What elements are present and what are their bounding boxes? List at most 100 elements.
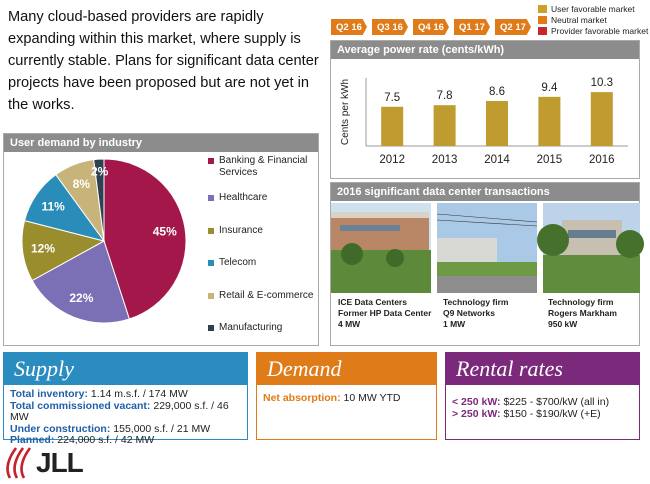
info-value: 10 MW YTD [343,392,401,404]
photo [331,203,431,293]
info-value: 155,000 s.f. / 21 MW [113,422,211,435]
caption-line: Former HP Data Center [338,308,432,318]
caption: ICE Data Centers Former HP Data Center 4 M… [338,297,438,330]
caption-line: Q9 Networks [443,308,495,318]
info-value: $225 - $700/kW (all in) [503,396,610,408]
rental-box: Rental rates < 250 kW: $225 - $700/kW (a… [445,352,640,440]
info-row: Net absorption: 10 MW YTD [263,392,430,405]
bar [538,96,561,146]
legend-label: Insurance [219,224,263,236]
legend-label: Manufacturing [219,322,283,333]
quarter: Q2 16 [331,19,367,35]
demand-title: Demand [257,353,436,385]
pie-slice [93,158,105,242]
pie-label: 12% [31,242,55,256]
legend-label: Retail & E-commerce [219,289,314,301]
caption-line: Technology firm [443,297,509,307]
quarter: Q1 17 [454,19,490,35]
legend-swatch [538,15,547,24]
info-value: 229,000 s.f. / 46 MW [10,399,229,423]
demand-body: Net absorption: 10 MW YTD [257,385,436,409]
legend-swatch [208,260,214,266]
pie-slice [31,240,130,324]
caption-line: 950 kW [548,319,578,329]
y-axis-label: Cents per kWh [340,79,351,145]
power-header: Average power rate (cents/kWh) [331,41,639,59]
info-label: Planned: [10,434,55,446]
legend-item: Telecom [208,257,316,290]
info-row: Under construction: 155,000 s.f. / 21 MW [10,422,241,436]
legend-label: Telecom [219,257,257,268]
market-legend: User favorable market Neutral market Provi… [538,3,648,36]
legend-item: User favorable market [538,3,648,14]
info-row: Total inventory: 1.14 m.s.f. / 174 MW [10,388,241,401]
pie-label: 2% [91,164,109,178]
value-label: 8.6 [489,86,505,98]
transactions-header: 2016 significant data center transaction… [331,183,639,201]
caption: Technology firm Rogers Markham 950 kW [548,297,648,330]
x-tick-label: 2012 [379,154,405,166]
logo: JLL [36,447,84,478]
pie-legend: Banking & Financial Services Healthcare In… [208,155,316,355]
caption: Technology firm Q9 Networks 1 MW [443,297,543,330]
rental-body: < 250 kW: $225 - $700/kW (all in) > 250 k… [446,385,639,424]
legend-label: User favorable market [551,3,635,14]
x-tick-label: 2014 [484,154,510,166]
legend-item: Neutral market [538,14,648,25]
value-label: 10.3 [591,77,613,89]
legend-swatch [208,158,214,164]
legend-swatch [538,26,547,35]
legend-label: Healthcare [219,192,268,203]
photo [436,203,538,293]
pie-slice [103,158,187,320]
info-row: > 250 kW: $150 - $190/kW (+E) [452,407,633,421]
info-value: $150 - $190/kW (+E) [503,407,601,420]
legend-swatch [208,227,214,234]
info-value: 224,000 s.f. / 42 MW [57,434,155,446]
legend-swatch [538,4,547,13]
supply-title: Supply [4,353,247,385]
value-label: 7.8 [437,90,453,102]
pie-slice [21,219,106,282]
quarter: Q2 17 [495,19,531,35]
caption-line: 4 MW [338,319,361,329]
logo-icon [6,447,32,479]
pie-label: 8% [73,177,91,191]
value-label: 9.4 [541,82,558,94]
legend-item: Healthcare [208,192,316,225]
pie-label: 11% [41,199,65,213]
legend-label: Neutral market [551,14,607,25]
value-label: 7.5 [384,92,400,104]
pie-label: 22% [69,291,93,305]
legend-item: Retail & E-commerce [208,290,316,323]
legend-item: Insurance [208,225,316,258]
legend-swatch [208,292,214,299]
bar [590,92,613,146]
legend-item: Banking & Financial Services [208,155,316,192]
info-label: Total inventory: [10,388,88,400]
caption-line: Rogers Markham [548,308,617,318]
x-tick-label: 2013 [432,154,458,166]
info-row: < 250 kW: $225 - $700/kW (all in) [452,396,633,409]
info-row: Total commissioned vacant: 229,000 s.f. … [10,399,241,424]
info-row: Planned: 224,000 s.f. / 42 MW [10,434,241,447]
caption-line: Technology firm [548,297,614,307]
info-label: < 250 kW: [452,396,501,408]
info-label: Net absorption: [263,392,341,404]
bar [381,106,404,146]
legend-label: Banking & Financial Services [219,155,308,178]
legend-label: Provider favorable market [551,25,649,36]
legend-swatch [208,195,214,201]
info-label: > 250 kW: [452,407,501,420]
photo [537,203,644,293]
legend-item: Provider favorable market [538,25,648,36]
demand-box: Demand Net absorption: 10 MW YTD [256,352,437,440]
caption-line: ICE Data Centers [338,297,407,307]
pie-label: 45% [153,224,177,238]
quarter: Q3 16 [372,19,408,35]
bar [433,105,456,146]
info-value: 1.14 m.s.f. / 174 MW [90,388,188,400]
legend-item: Manufacturing [208,322,316,355]
